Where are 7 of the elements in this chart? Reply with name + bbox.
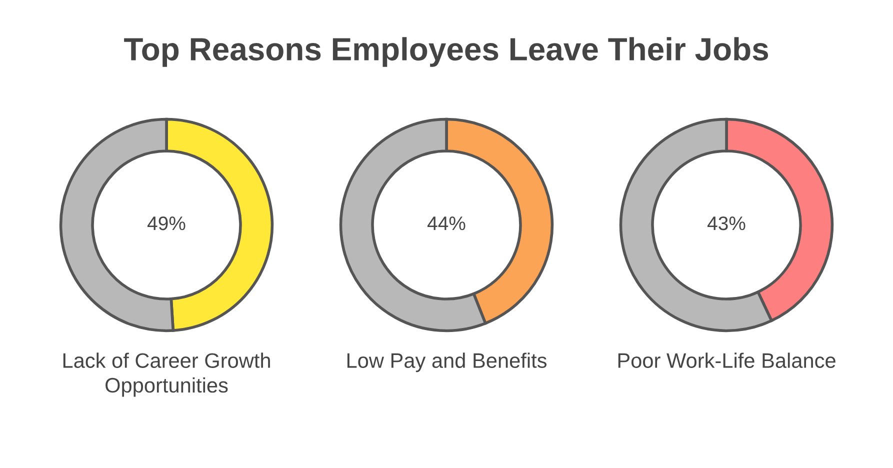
text: Low Pay and Benefits — [347, 352, 547, 372]
text: Poor Work-Life Balance — [618, 352, 836, 368]
text: Top Reasons Employees Leave Their Jobs — [124, 37, 768, 67]
data-label: 43% — [707, 216, 746, 230]
data-label: 49% — [147, 216, 186, 230]
text: Lack of Career Growth Opportunities — [63, 352, 270, 397]
data-label: 44% — [427, 216, 466, 230]
